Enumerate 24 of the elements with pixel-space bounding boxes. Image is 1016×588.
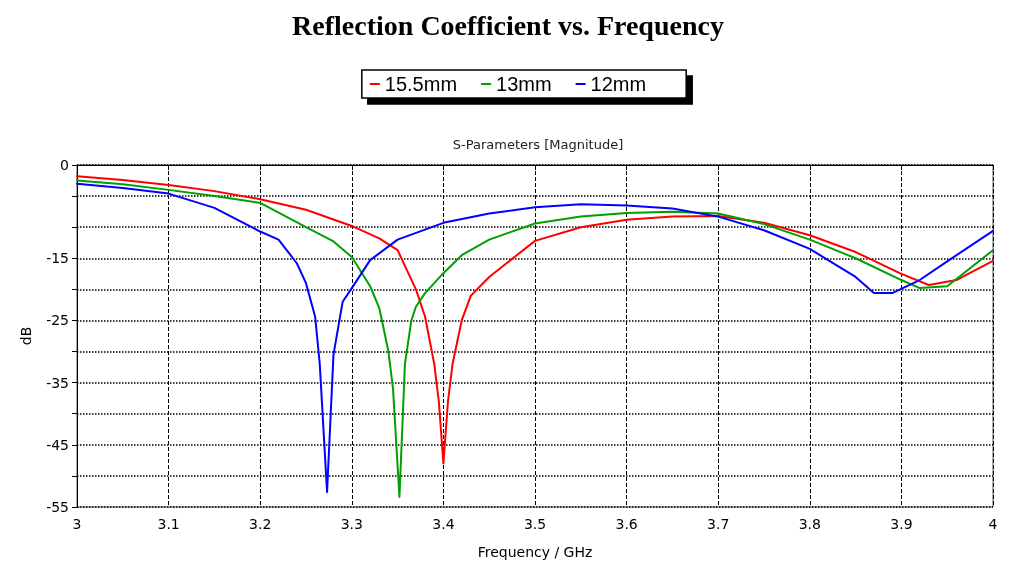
y-axis-title: dB — [18, 326, 34, 346]
legend-label: 15.5mm — [384, 73, 458, 95]
y-tick-label: -15 — [46, 250, 69, 267]
y-tick-label: -35 — [46, 374, 69, 391]
chart-title: Reflection Coefficient vs. Frequency — [292, 9, 724, 41]
x-axis-title: Frequency / GHz — [477, 544, 593, 560]
y-tick-label: -25 — [46, 312, 69, 329]
x-tick-label: 3.1 — [157, 516, 180, 532]
chart-subtitle: S-Parameters [Magnitude] — [452, 137, 624, 152]
y-tick-label: -45 — [46, 436, 69, 453]
x-tick-label: 3.8 — [798, 516, 821, 532]
x-tick-label: 3.5 — [523, 516, 547, 532]
x-tick-label: 3.6 — [615, 516, 638, 532]
legend-label: 12mm — [590, 73, 647, 95]
x-tick-label: 3.7 — [707, 516, 730, 532]
x-tick-label: 3.3 — [340, 516, 363, 532]
x-tick-label: 3 — [72, 516, 82, 532]
x-tick-label: 3.9 — [890, 516, 913, 532]
y-tick-label: 0 — [60, 157, 69, 173]
x-tick-label: 4 — [988, 516, 998, 532]
x-tick-label: 3.4 — [432, 516, 455, 532]
y-tick-label: -55 — [46, 499, 69, 515]
x-tick-label: 3.2 — [249, 516, 272, 532]
legend-label: 13mm — [496, 73, 552, 95]
